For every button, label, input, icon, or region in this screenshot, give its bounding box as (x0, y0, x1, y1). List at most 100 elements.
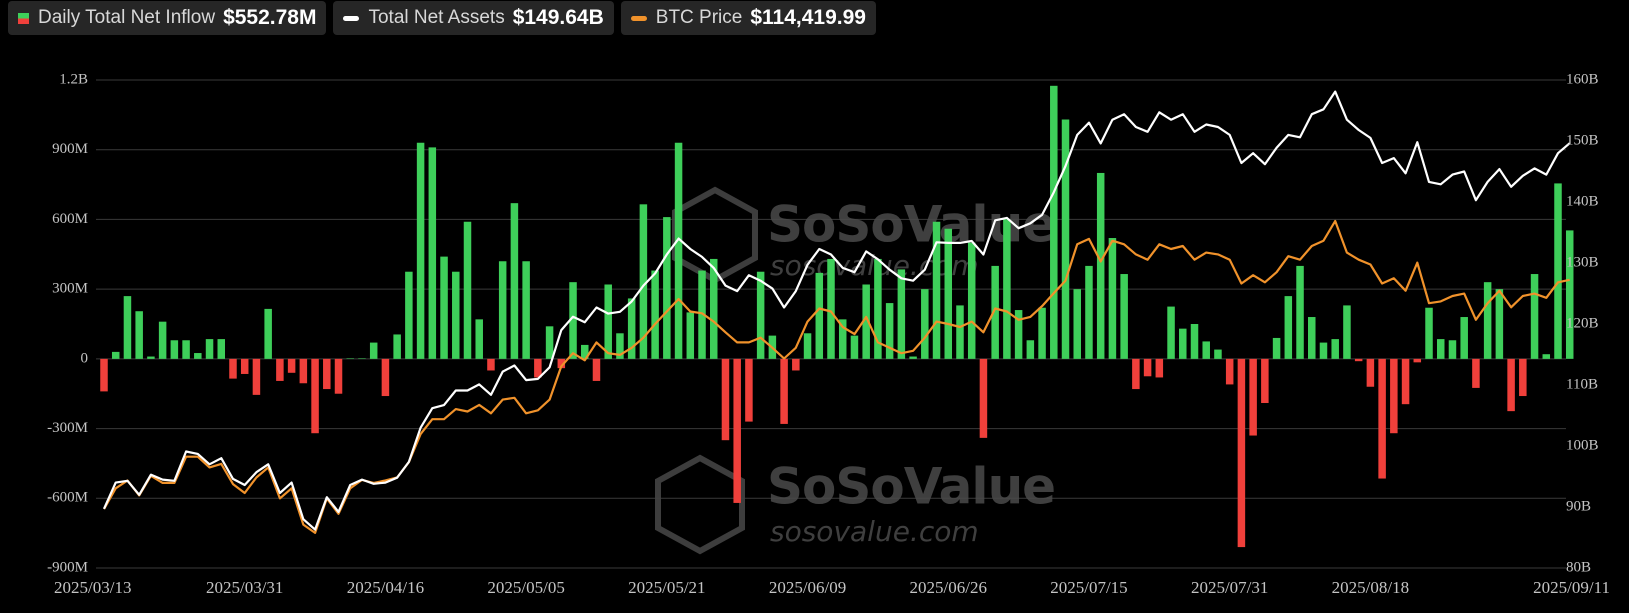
bar (674, 142, 683, 359)
legend-item[interactable]: BTC Price $114,419.99 (620, 1, 876, 35)
bar (1413, 358, 1422, 363)
y-tick-label: -300M (47, 420, 88, 436)
bar (381, 358, 390, 397)
bar (1460, 317, 1468, 359)
bar (663, 217, 671, 359)
bar (850, 335, 859, 359)
legend-value: $149.64B (512, 6, 604, 29)
y2-tick-label: 140B (1566, 193, 1599, 209)
x-tick-label: 2025/09/11 (1533, 578, 1610, 597)
legend-label: BTC Price (655, 7, 743, 28)
bar (1167, 306, 1175, 359)
bar (1425, 307, 1433, 359)
bar (147, 356, 155, 359)
legend-label: Daily Total Net Inflow (38, 7, 216, 28)
bar (932, 221, 941, 359)
watermark-logo (655, 454, 745, 555)
legend-item[interactable]: Daily Total Net Inflow $552.78M (8, 1, 327, 35)
bar (1225, 358, 1234, 385)
bar (323, 358, 331, 390)
legend-icon (18, 12, 29, 24)
bar (510, 203, 519, 359)
bar (698, 270, 706, 359)
bar (1085, 265, 1093, 359)
y2-tick-label: 100B (1566, 437, 1599, 453)
bar (498, 261, 507, 359)
bar (1519, 358, 1527, 397)
bar (158, 321, 167, 359)
bar (182, 340, 190, 359)
bar (639, 204, 648, 359)
y2-tick-label: 80B (1566, 559, 1591, 575)
bar (1472, 358, 1480, 388)
bar (123, 296, 132, 359)
bar (1390, 358, 1398, 434)
bar (522, 261, 530, 359)
watermark-site: sosovalue.com (770, 515, 979, 548)
watermark-brand: SoSoValue (767, 458, 1055, 516)
bar (205, 339, 214, 359)
y-tick-label: 1.2B (59, 71, 88, 87)
bar (1237, 358, 1246, 548)
line (103, 219, 1570, 534)
bar (240, 358, 249, 374)
x-tick-label: 2025/08/18 (1332, 578, 1409, 597)
bar (1366, 358, 1375, 387)
bar (1003, 219, 1011, 359)
bar (1026, 340, 1035, 359)
bar (334, 358, 343, 394)
bar (1401, 358, 1410, 405)
bar (862, 284, 870, 359)
bar (1050, 85, 1058, 359)
bar (1354, 358, 1363, 362)
legend-item[interactable]: Total Net Assets $149.64B (333, 1, 614, 35)
bar (815, 272, 824, 359)
bar (1436, 339, 1445, 359)
bar (1073, 289, 1081, 359)
bar (756, 271, 765, 359)
bar (686, 312, 695, 359)
bar (709, 258, 718, 359)
x-tick-label: 2025/05/05 (487, 578, 564, 597)
bar (440, 256, 448, 359)
bar (569, 282, 577, 359)
bar (1554, 183, 1562, 359)
bar (792, 358, 800, 371)
bar (135, 311, 143, 359)
bar (311, 358, 319, 434)
bar (956, 305, 964, 359)
x-tick-label: 2025/07/31 (1191, 578, 1268, 597)
bar (100, 358, 108, 392)
y2-tick-label: 90B (1566, 498, 1591, 514)
bar (463, 221, 472, 359)
legend-icon (630, 15, 647, 21)
bar (604, 284, 612, 359)
y2-tick-label: 120B (1566, 315, 1599, 331)
bar (1155, 358, 1164, 378)
bar (252, 358, 261, 395)
line (102, 90, 1571, 531)
bar (745, 358, 753, 422)
bar (1296, 265, 1304, 359)
bar (170, 340, 179, 359)
y-tick-label: -900M (47, 559, 88, 575)
y-tick-label: 0 (81, 350, 89, 366)
bar (452, 271, 460, 359)
bar (1214, 349, 1222, 359)
bar (803, 333, 812, 359)
bar (1308, 317, 1316, 359)
bar (287, 358, 296, 373)
y-tick-label: 900M (52, 141, 88, 157)
bar (897, 269, 906, 359)
y2-tick-label: 160B (1566, 71, 1599, 87)
bar (1202, 341, 1210, 359)
x-tick-label: 2025/04/16 (347, 578, 424, 597)
bar (487, 358, 495, 371)
bar (1143, 358, 1152, 377)
x-tick-label: 2025/03/31 (206, 578, 283, 597)
y-tick-label: 600M (52, 211, 88, 227)
bar (1179, 328, 1187, 359)
bar (299, 358, 308, 384)
bar (545, 326, 554, 359)
